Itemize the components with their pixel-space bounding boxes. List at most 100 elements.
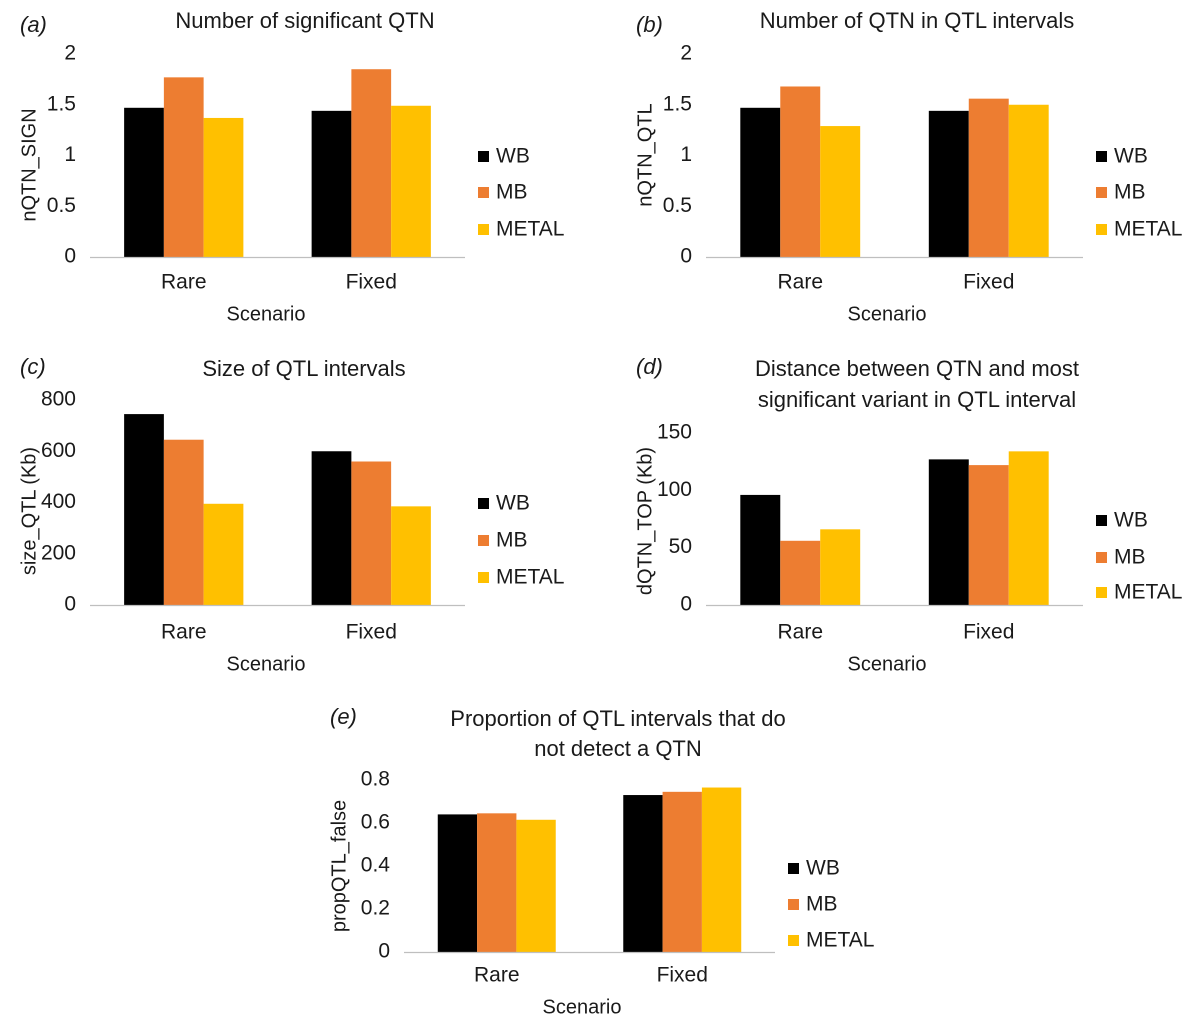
bar-metal-fixed — [391, 105, 431, 257]
x-axis-label: Scenario — [227, 653, 306, 675]
y-tick-label: 0.5 — [663, 194, 692, 217]
y-tick-label: 150 — [657, 421, 692, 444]
y-tick-label: 1.5 — [663, 92, 692, 115]
legend-swatch-mb — [788, 899, 799, 910]
bar-mb-fixed — [968, 98, 1009, 257]
bar-mb-rare — [477, 813, 517, 952]
bar-mb-rare — [780, 540, 821, 605]
legend-swatch-mb — [1096, 187, 1107, 198]
x-category-label: Fixed — [657, 964, 708, 987]
bar-metal-rare — [203, 117, 244, 257]
y-tick-label: 400 — [41, 490, 76, 513]
legend-swatch-metal — [478, 224, 489, 235]
y-tick-label: 2 — [680, 42, 692, 65]
legend-label: MB — [496, 529, 528, 552]
bar-metal-fixed — [1008, 104, 1049, 257]
y-tick-label: 100 — [657, 478, 692, 501]
y-tick-label: 0.6 — [361, 811, 390, 834]
x-axis-label: Scenario — [848, 303, 927, 325]
legend-label: METAL — [806, 929, 874, 952]
legend-label: MB — [1114, 181, 1146, 204]
legend-label: MB — [806, 893, 838, 916]
legend: WB MB METAL — [1096, 509, 1182, 604]
x-category-label: Fixed — [963, 621, 1014, 644]
legend-label: METAL — [496, 218, 564, 241]
legend-swatch-wb — [788, 863, 799, 874]
chart-title: Distance between QTN and most — [755, 356, 1079, 381]
bar-wb-rare — [740, 494, 781, 605]
bar-metal-fixed — [1008, 451, 1049, 605]
legend-label: WB — [496, 492, 530, 515]
bar-wb-fixed — [311, 451, 352, 605]
y-axis-label: nQTN_SIGN — [18, 108, 40, 221]
x-axis-label: Scenario — [227, 303, 306, 325]
chart-panel-1: (a) Number of significant QTN 0 0.5 1 1.5 2 nQT… — [18, 8, 564, 325]
y-tick-label: 0 — [64, 593, 76, 616]
bar-wb-fixed — [623, 795, 663, 952]
legend-label: MB — [496, 181, 528, 204]
panel-letter: (e) — [330, 704, 357, 729]
legend-label: WB — [1114, 509, 1148, 532]
legend: WB MB METAL — [788, 857, 874, 952]
chart-panel-2: (b) Number of QTN in QTL intervals 0 0.5 1 1.… — [634, 8, 1182, 325]
chart-panel-4: (d) Distance between QTN and most signific… — [634, 354, 1182, 675]
x-category-label: Rare — [161, 271, 207, 294]
legend-swatch-wb — [1096, 515, 1107, 526]
bar-mb-rare — [163, 439, 204, 605]
y-tick-label: 800 — [41, 388, 76, 411]
y-tick-label: 600 — [41, 439, 76, 462]
legend: WB MB METAL — [478, 145, 564, 241]
x-category-label: Rare — [161, 621, 207, 644]
bar-wb-rare — [124, 107, 164, 257]
chart-title: Number of QTN in QTL intervals — [760, 8, 1075, 33]
legend-swatch-mb — [478, 535, 489, 546]
legend-swatch-wb — [478, 498, 489, 509]
y-tick-label: 2 — [64, 42, 76, 65]
chart-title: significant variant in QTL interval — [758, 387, 1076, 412]
chart-title: not detect a QTN — [534, 736, 702, 761]
y-tick-label: 1 — [680, 143, 692, 166]
legend: WB MB METAL — [1096, 145, 1182, 241]
legend: WB MB METAL — [478, 492, 564, 589]
x-category-label: Fixed — [963, 271, 1014, 294]
x-category-label: Rare — [777, 271, 823, 294]
legend-label: MB — [1114, 546, 1146, 569]
bar-mb-fixed — [662, 791, 702, 952]
x-category-label: Rare — [474, 964, 520, 987]
bar-wb-rare — [740, 107, 781, 257]
bar-mb-rare — [780, 86, 821, 257]
y-axis-label: size_QTL (Kb) — [18, 447, 40, 575]
bar-wb-rare — [437, 814, 478, 952]
x-category-label: Fixed — [346, 621, 397, 644]
legend-swatch-metal — [788, 935, 799, 946]
y-tick-label: 1 — [64, 143, 76, 166]
y-tick-label: 0.5 — [47, 194, 76, 217]
x-category-label: Fixed — [346, 271, 397, 294]
legend-label: WB — [496, 145, 530, 168]
y-tick-label: 200 — [41, 541, 76, 564]
legend-label: METAL — [1114, 218, 1182, 241]
y-tick-label: 0 — [680, 593, 692, 616]
y-axis-label: dQTN_TOP (Kb) — [634, 447, 656, 595]
bar-wb-fixed — [928, 459, 969, 605]
y-axis-label: propQTL_false — [328, 800, 350, 932]
panel-letter: (c) — [20, 354, 46, 379]
y-tick-label: 0 — [64, 245, 76, 268]
legend-label: WB — [1114, 145, 1148, 168]
legend-label: METAL — [496, 566, 564, 589]
y-tick-label: 1.5 — [47, 92, 76, 115]
y-tick-label: 0.4 — [361, 854, 391, 877]
x-axis-label: Scenario — [848, 653, 927, 675]
legend-label: WB — [806, 857, 840, 880]
bar-wb-rare — [124, 414, 164, 605]
bar-wb-fixed — [928, 110, 969, 257]
bar-mb-fixed — [351, 461, 392, 605]
y-tick-label: 0 — [680, 245, 692, 268]
legend-swatch-wb — [1096, 151, 1107, 162]
chart-panel-5: (e) Proportion of QTL intervals that do no… — [328, 704, 874, 1014]
y-tick-label: 50 — [669, 535, 692, 558]
x-category-label: Rare — [777, 621, 823, 644]
panel-letter: (d) — [636, 354, 663, 379]
y-tick-label: 0 — [378, 940, 390, 963]
